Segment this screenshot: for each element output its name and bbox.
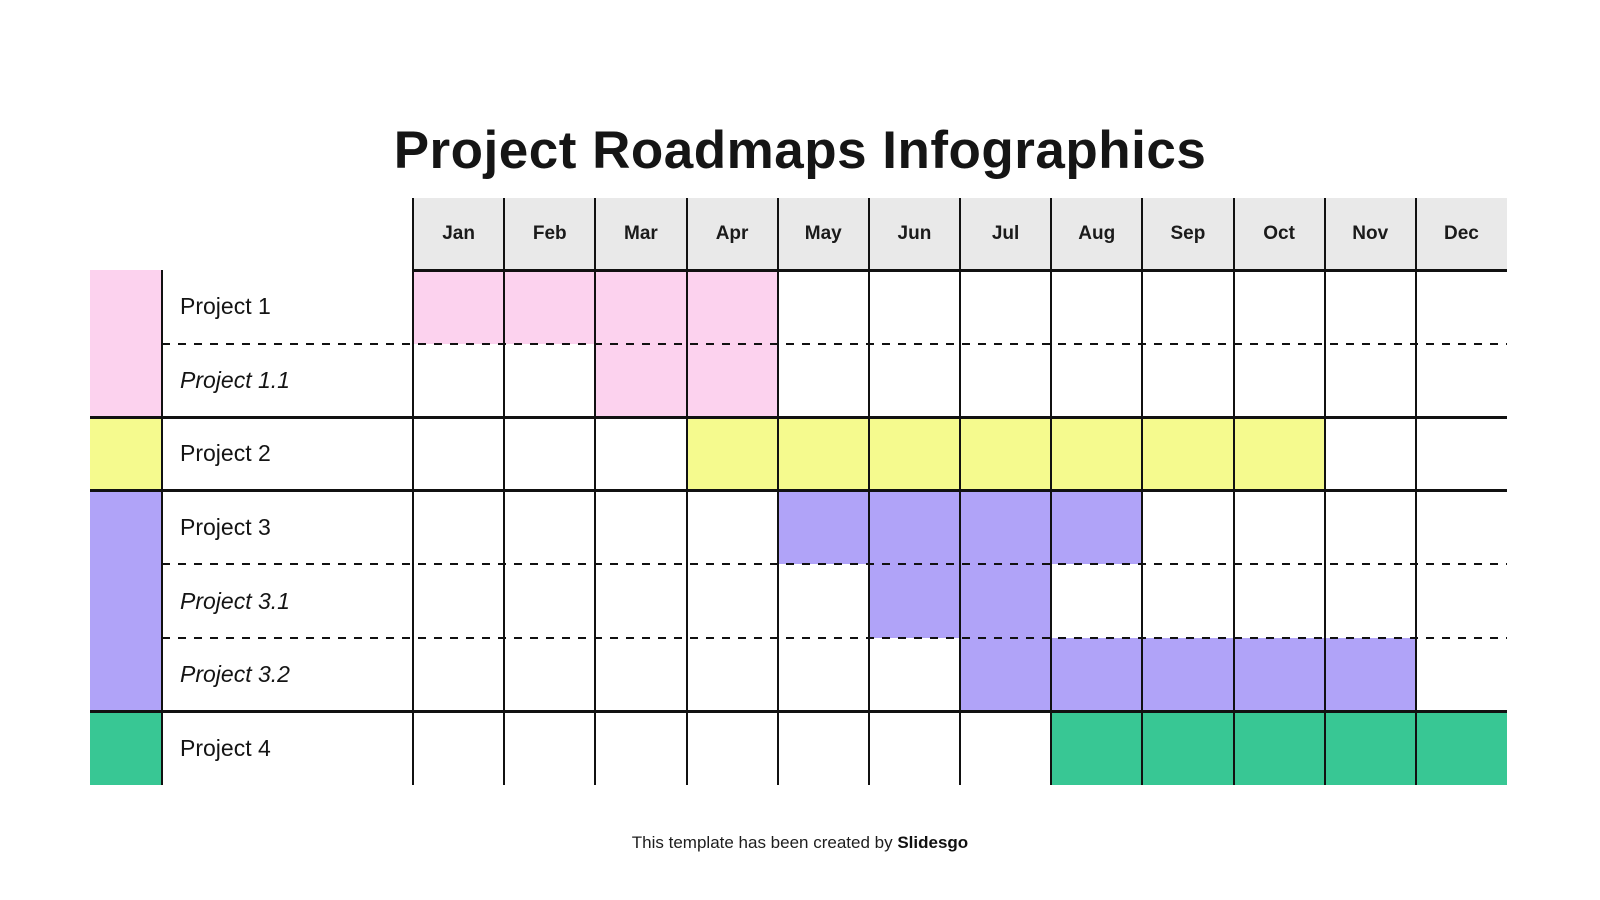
- month-header-cell: Jul: [960, 198, 1052, 270]
- month-header-cell: Oct: [1233, 198, 1325, 270]
- month-header-cell: Sep: [1142, 198, 1234, 270]
- row-separator-solid: [90, 415, 1507, 419]
- grid-vline: [959, 198, 961, 785]
- project-row-label: Project 4: [162, 711, 413, 785]
- grid-vline: [503, 198, 506, 785]
- row-separator-solid: [90, 489, 1507, 493]
- project-label-text: Project 4: [180, 734, 271, 761]
- month-header-cell: Mar: [595, 198, 687, 270]
- project-label-text: Project 1: [180, 293, 271, 320]
- row-separator-dashed: [162, 636, 1507, 639]
- group-swatch: [90, 270, 162, 418]
- footer-brand: Slidesgo: [897, 833, 969, 852]
- month-label: Jun: [897, 223, 932, 244]
- month-label: Oct: [1263, 223, 1295, 244]
- label-divider-vline: [161, 270, 163, 785]
- grid-vline: [1050, 198, 1053, 785]
- page-title: Project Roadmaps Infographics: [393, 120, 1207, 180]
- gantt-bar: [686, 417, 1325, 491]
- month-header-cell: Apr: [686, 198, 778, 270]
- month-label: Aug: [1078, 223, 1116, 244]
- month-header-cell: Jun: [868, 198, 960, 270]
- month-label: Sep: [1170, 223, 1206, 244]
- group-swatch: [90, 711, 162, 785]
- month-label: Jan: [442, 223, 475, 244]
- month-label: Nov: [1352, 223, 1389, 244]
- row-separator-solid: [90, 709, 1507, 713]
- month-label: May: [804, 223, 842, 244]
- grid-top-border: [413, 268, 1507, 272]
- gantt-chart: Jan Feb Mar Apr May Jun Jul Aug Sep Oct Nov Dec Proj…: [90, 198, 1507, 785]
- grid-vline: [867, 198, 870, 785]
- group-swatch: [90, 490, 162, 712]
- project-row-label: Project 3.1: [162, 564, 413, 638]
- grid-vline: [412, 198, 414, 785]
- month-label: Feb: [532, 223, 567, 244]
- month-label: Dec: [1443, 223, 1479, 244]
- row-separator-dashed: [162, 563, 1507, 566]
- grid-vline: [1232, 198, 1235, 785]
- month-label: Jul: [991, 223, 1020, 244]
- month-header-cell: Feb: [504, 198, 596, 270]
- row-separator-dashed: [162, 342, 1507, 345]
- grid-vline: [776, 198, 779, 785]
- project-row-label: Project 1.1: [162, 344, 413, 418]
- project-label-text: Project 3.2: [180, 661, 290, 688]
- project-label-text: Project 1.1: [180, 366, 290, 393]
- month-header-cell: Nov: [1324, 198, 1416, 270]
- project-label-text: Project 3.1: [180, 587, 290, 614]
- month-label: Mar: [624, 223, 658, 244]
- group-swatch: [90, 417, 162, 491]
- month-header-cell: Aug: [1051, 198, 1143, 270]
- grid-vline: [594, 198, 597, 785]
- month-label: Apr: [715, 223, 749, 244]
- project-label-text: Project 3: [180, 513, 271, 540]
- month-header-cell: Jan: [413, 198, 505, 270]
- footer-credit-text: This template has been created by: [631, 833, 893, 852]
- month-header-cell: Dec: [1415, 198, 1507, 270]
- gantt-bar: [960, 637, 1416, 712]
- footer-credit: This template has been created by Slides…: [0, 833, 1600, 853]
- project-label-text: Project 2: [180, 440, 271, 467]
- month-header-cell: May: [777, 198, 869, 270]
- gantt-bar: [1051, 711, 1507, 785]
- grid-vline: [1323, 198, 1326, 785]
- grid-vline: [1414, 198, 1417, 785]
- project-row-label: Project 1: [162, 270, 413, 344]
- grid-vline: [1141, 198, 1144, 785]
- project-row-label: Project 2: [162, 417, 413, 491]
- project-row-label: Project 3: [162, 491, 413, 565]
- grid-vline: [685, 198, 688, 785]
- project-row-label: Project 3.2: [162, 638, 413, 712]
